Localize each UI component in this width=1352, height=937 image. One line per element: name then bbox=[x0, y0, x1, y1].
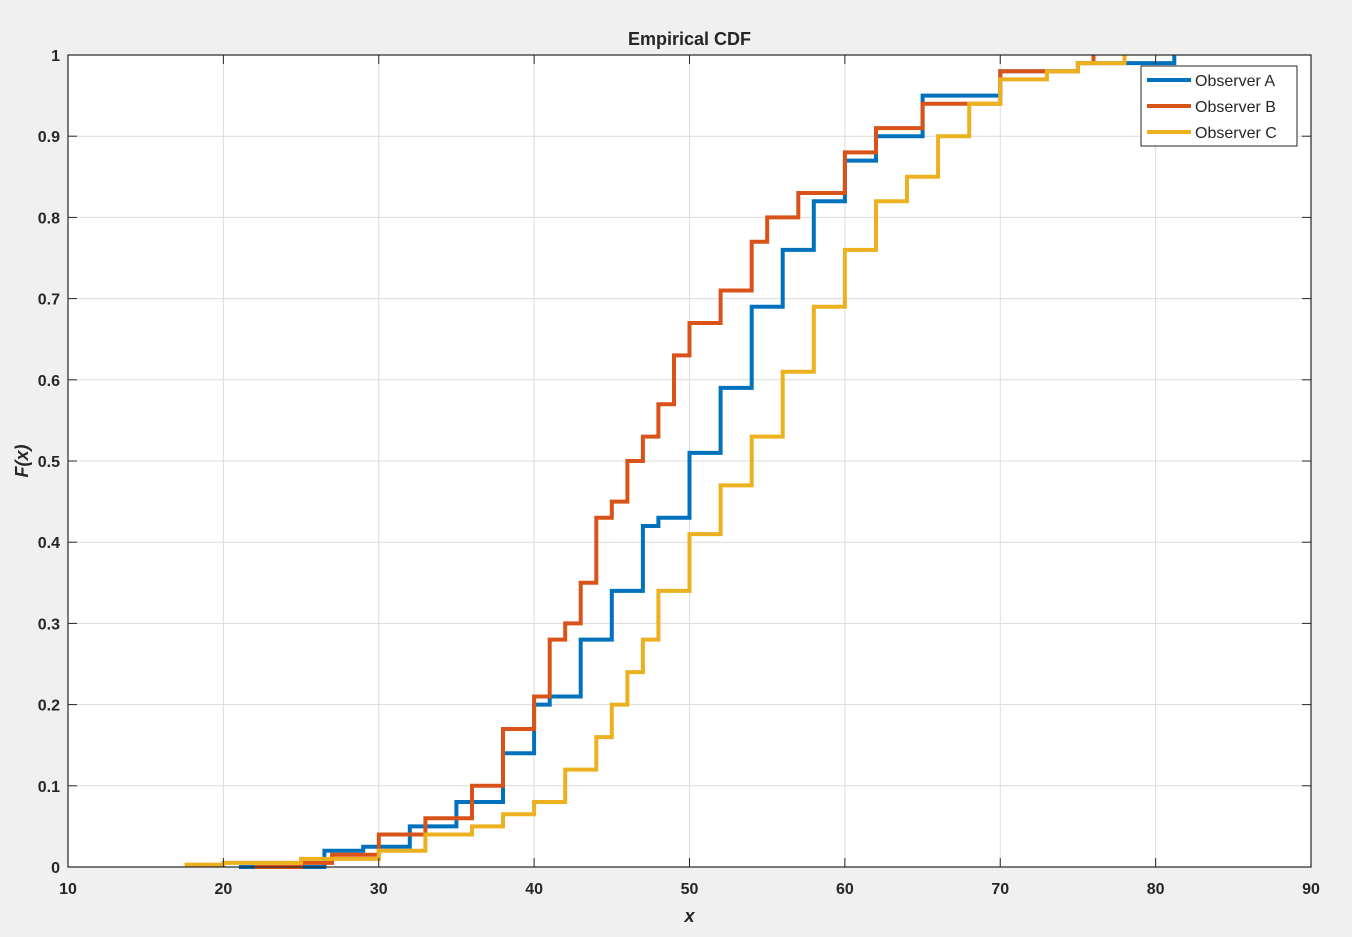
legend-label-observer-b: Observer B bbox=[1195, 99, 1276, 116]
y-tick-label: 1 bbox=[51, 48, 60, 65]
y-tick-label: 0.9 bbox=[38, 129, 60, 146]
y-axis-label-var: x bbox=[12, 450, 32, 462]
x-tick-label: 70 bbox=[991, 881, 1009, 898]
legend-label-observer-a: Observer A bbox=[1195, 73, 1275, 90]
y-tick-label: 0.5 bbox=[38, 454, 60, 471]
y-tick-label: 0.2 bbox=[38, 698, 60, 715]
x-tick-label: 80 bbox=[1147, 881, 1165, 898]
x-tick-label: 90 bbox=[1302, 881, 1320, 898]
y-tick-label: 0.4 bbox=[38, 535, 60, 552]
y-tick-label: 0.7 bbox=[38, 292, 60, 309]
series-line-observer-b bbox=[254, 55, 1096, 869]
x-tick-label: 40 bbox=[525, 881, 543, 898]
x-tick-label: 30 bbox=[370, 881, 388, 898]
y-axis-label: F(x) bbox=[12, 444, 32, 477]
series-lines bbox=[184, 55, 1177, 869]
series-line-observer-c bbox=[184, 55, 1127, 867]
x-tick-label: 50 bbox=[681, 881, 699, 898]
chart-title: Empirical CDF bbox=[628, 29, 751, 49]
y-tick-label: 0.6 bbox=[38, 373, 60, 390]
y-axis-label-prefix: F( bbox=[12, 459, 32, 478]
y-tick-labels: 0 0.1 0.2 0.3 0.4 0.5 0.6 0.7 0.8 0.9 1 bbox=[38, 48, 60, 877]
legend: Observer A Observer B Observer C bbox=[1140, 65, 1298, 147]
y-tick-label: 0.8 bbox=[38, 210, 60, 227]
ticks bbox=[67, 54, 1312, 868]
x-axis-label: x bbox=[683, 906, 695, 926]
x-tick-label: 20 bbox=[214, 881, 232, 898]
y-tick-label: 0 bbox=[51, 860, 60, 877]
y-tick-label: 0.3 bbox=[38, 616, 60, 633]
y-tick-label: 0.1 bbox=[38, 779, 60, 796]
x-tick-label: 60 bbox=[836, 881, 854, 898]
y-axis-label-suffix: ) bbox=[12, 444, 32, 452]
x-tick-label: 10 bbox=[59, 881, 77, 898]
x-tick-labels: 10 20 30 40 50 60 70 80 90 bbox=[59, 881, 1320, 898]
legend-label-observer-c: Observer C bbox=[1195, 125, 1277, 142]
